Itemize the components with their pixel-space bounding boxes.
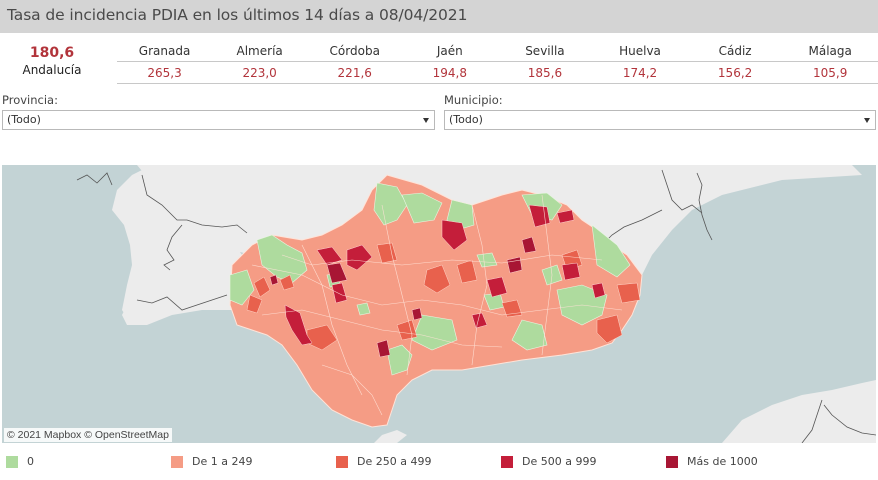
title-bar: Tasa de incidencia PDIA en los últimos 1… (0, 0, 878, 33)
legend-swatch (666, 455, 678, 468)
province-value: 194,8 (432, 65, 467, 80)
legend-swatch (6, 455, 18, 468)
page-title: Tasa de incidencia PDIA en los últimos 1… (7, 6, 468, 24)
province-names-row: Granada Almería Córdoba Jaén Sevilla Hue… (117, 40, 878, 62)
province-name: Cádiz (718, 43, 752, 58)
municipio-dropdown[interactable]: (Todo) (444, 110, 876, 130)
legend-item-1-249: De 1 a 249 (171, 455, 252, 468)
andalucia-label: Andalucía (22, 63, 82, 77)
province-name: Huelva (619, 43, 661, 58)
legend-item-1000-plus: Más de 1000 (666, 455, 758, 468)
province-value: 105,9 (813, 65, 848, 80)
land-ceuta (374, 430, 407, 443)
province-name: Almería (236, 43, 283, 58)
province-table: Granada Almería Córdoba Jaén Sevilla Hue… (117, 40, 878, 84)
province-value: 185,6 (527, 65, 563, 80)
map-legend: 0 De 1 a 249 De 250 a 499 De 500 a 999 M… (0, 455, 878, 471)
province-name: Jaén (436, 43, 463, 58)
provincia-filter: Provincia: (Todo) (2, 93, 435, 130)
province-value: 156,2 (717, 65, 753, 80)
municipio-filter: Municipio: (Todo) (444, 93, 876, 130)
land-portugal (122, 165, 242, 325)
legend-label: De 250 a 499 (357, 455, 432, 468)
municipio-filter-label: Municipio: (444, 93, 503, 107)
legend-item-250-499: De 250 a 499 (336, 455, 431, 468)
legend-label: 0 (27, 455, 34, 468)
andalucia-value: 180,6 (29, 45, 75, 61)
choropleth-map[interactable]: © 2021 Mapbox © OpenStreetMap (2, 165, 876, 443)
legend-swatch (171, 455, 183, 468)
land-africa (722, 380, 876, 443)
province-value: 221,6 (337, 65, 372, 80)
legend-label: De 1 a 249 (192, 455, 253, 468)
map-canvas (76, 165, 876, 443)
chevron-down-icon[interactable] (864, 118, 870, 123)
province-name: Granada (138, 43, 191, 58)
province-name: Sevilla (525, 43, 565, 58)
province-value: 265,3 (147, 65, 182, 80)
legend-swatch (501, 455, 513, 468)
legend-label: De 500 a 999 (522, 455, 597, 468)
province-name: Málaga (808, 43, 852, 58)
municipio-dropdown-value: (Todo) (449, 113, 483, 126)
provincia-dropdown-value: (Todo) (7, 113, 41, 126)
legend-item-zero: 0 (6, 455, 34, 468)
legend-swatch (336, 455, 348, 468)
province-values-row: 265,3 223,0 221,6 194,8 185,6 174,2 156,… (117, 62, 878, 84)
provincia-dropdown[interactable]: (Todo) (2, 110, 435, 130)
chevron-down-icon[interactable] (423, 118, 429, 123)
province-name: Córdoba (329, 43, 380, 58)
land-east (562, 165, 862, 295)
legend-item-500-999: De 500 a 999 (501, 455, 596, 468)
andalucia-kpi: 180,6 Andalucía (0, 44, 104, 78)
province-value: 223,0 (242, 65, 277, 80)
legend-label: Más de 1000 (687, 455, 758, 468)
provincia-filter-label: Provincia: (2, 93, 58, 107)
map-attribution[interactable]: © 2021 Mapbox © OpenStreetMap (4, 428, 172, 442)
province-value: 174,2 (622, 65, 658, 80)
